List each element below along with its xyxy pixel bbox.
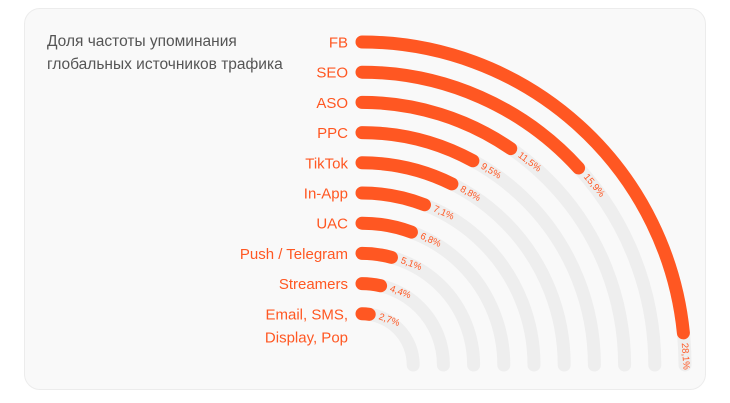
bar-arc bbox=[355, 65, 586, 175]
category-label: TikTok bbox=[305, 155, 348, 172]
bar-arc bbox=[355, 35, 690, 340]
category-label: SEO bbox=[316, 65, 348, 82]
bar-arc bbox=[355, 216, 418, 239]
bar-arc bbox=[355, 307, 376, 321]
bar-arc bbox=[355, 156, 459, 191]
category-label: Streamers bbox=[279, 276, 348, 293]
value-label: 28,1% bbox=[679, 343, 692, 371]
bar-arc bbox=[355, 186, 431, 212]
category-label: In-App bbox=[304, 186, 348, 203]
bar-arc bbox=[355, 246, 398, 264]
category-label: UAC bbox=[316, 216, 348, 233]
bar-arc bbox=[355, 95, 518, 156]
bar-arc bbox=[355, 126, 480, 168]
category-label: Email, SMS, Display, Pop bbox=[265, 306, 348, 346]
category-label: PPC bbox=[317, 125, 348, 142]
category-label: ASO bbox=[316, 95, 348, 112]
category-label: FB bbox=[329, 35, 348, 52]
category-label: Push / Telegram bbox=[240, 246, 348, 263]
chart-title: Доля частоты упоминания глобальных источ… bbox=[47, 33, 283, 73]
bar-arc bbox=[355, 277, 388, 293]
